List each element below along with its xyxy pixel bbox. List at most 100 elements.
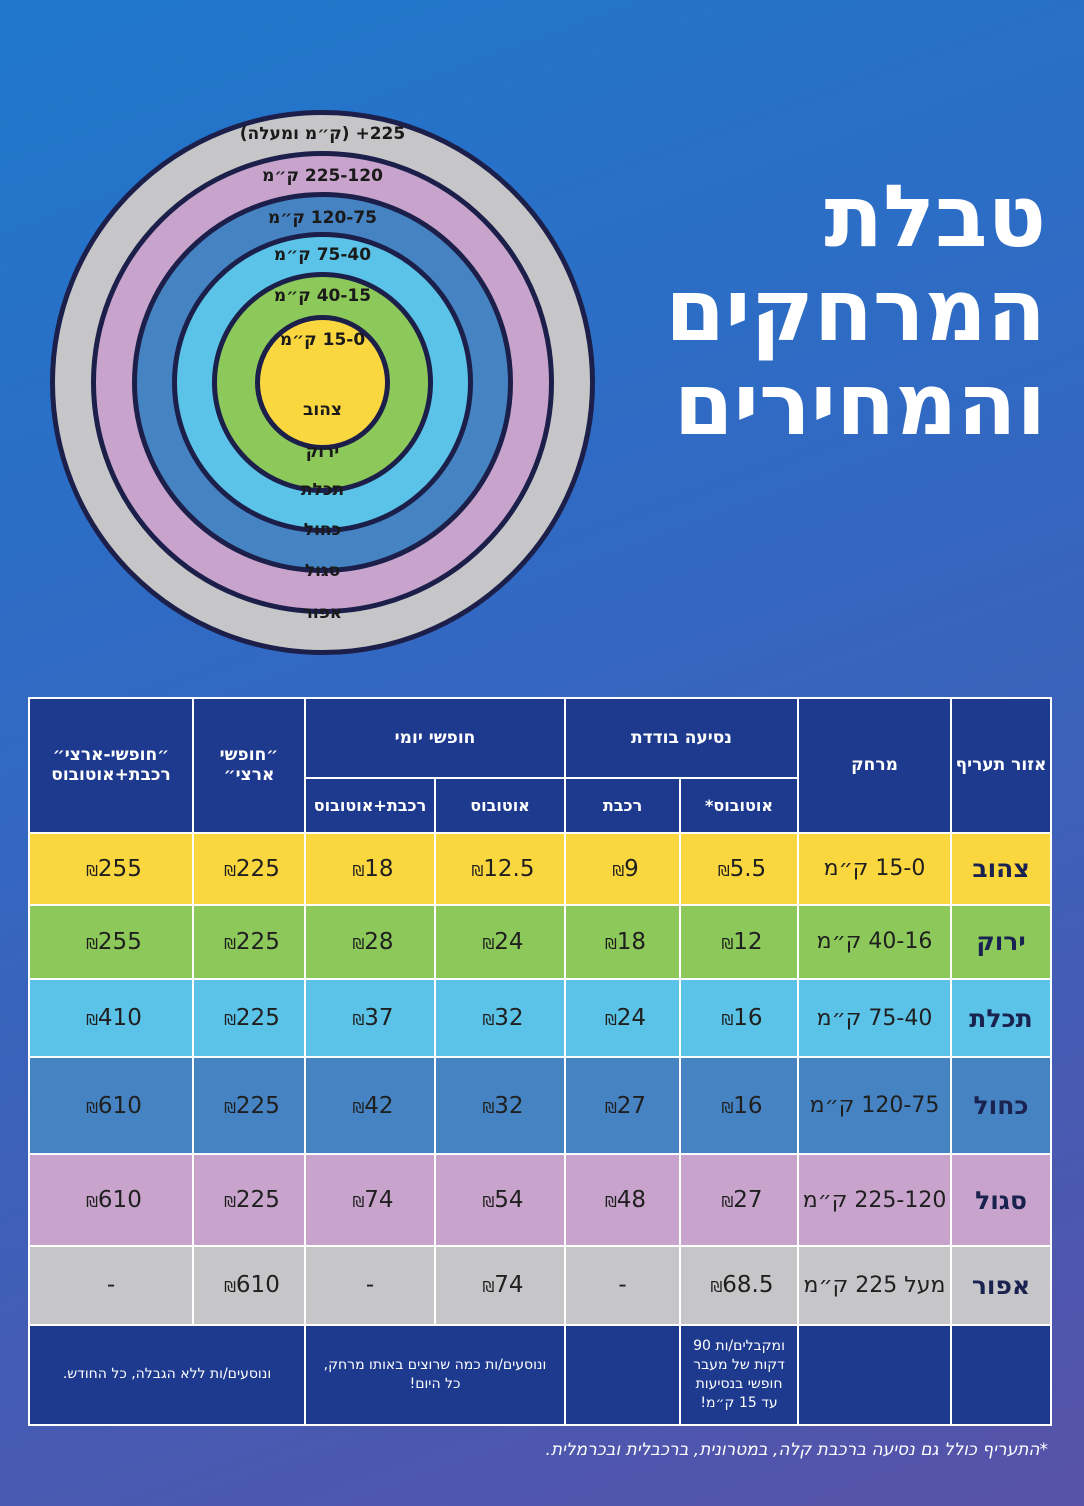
price-value: 225 xyxy=(235,1005,280,1032)
distance-cell: 225-120 ק״מ xyxy=(797,1152,953,1248)
shekel-icon: ₪ xyxy=(352,1193,365,1212)
page-title: טבלת המרחקים והמחירים xyxy=(626,170,1046,452)
header-single-train: רכבת xyxy=(564,777,682,834)
price-cell: - xyxy=(303,1245,437,1326)
note-daily: ונוסעים/ות כמה שרוצים באותו מרחק, כל היו… xyxy=(303,1323,567,1427)
price-cell: ₪9 xyxy=(564,831,682,906)
ring-range-label: 225-120 ק״מ xyxy=(262,166,383,186)
price-cell: ₪225 xyxy=(192,831,306,906)
price-value: 610 xyxy=(97,1092,142,1119)
price-value: 16 xyxy=(733,1005,763,1032)
shekel-icon: ₪ xyxy=(604,934,617,953)
price-value: 5.5 xyxy=(729,855,767,882)
table-row: ירוק 40-16 ק״מ ₪12 ₪18 ₪24 ₪28 ₪225 ₪255 xyxy=(28,903,1053,981)
footnote: *התעריף כולל גם נסיעה ברכבת קלה, במטרוני… xyxy=(545,1440,1048,1460)
price-value: - xyxy=(365,1272,375,1299)
shekel-icon: ₪ xyxy=(224,1098,236,1117)
ring-range-label: 15-0 ק״מ xyxy=(279,330,366,350)
header-monthly: ״חופשי ארצי״ xyxy=(192,697,306,834)
price-cell: ₪18 xyxy=(303,831,437,906)
price-cell: ₪225 xyxy=(192,1152,306,1248)
price-value: 32 xyxy=(494,1092,524,1119)
ring-range-label: 225+ (ק״מ ומעלה) xyxy=(239,124,406,144)
price-cell: ₪225 xyxy=(192,903,306,981)
price-cell: ₪74 xyxy=(303,1152,437,1248)
shekel-icon: ₪ xyxy=(352,1011,365,1030)
table-row: כחול 120-75 ק״מ ₪ 16 ₪27 ₪32 ₪ 42 ₪225 ₪610 xyxy=(28,1056,1053,1155)
ring-zone-name: כחול xyxy=(303,520,342,540)
price-value: 255 xyxy=(97,928,142,955)
price-value: - xyxy=(618,1272,627,1299)
table-row: סגול 225-120 ק״מ ₪27 ₪48 ₪54 ₪74 ₪225 ₪610 xyxy=(28,1152,1053,1248)
price-cell: ₪16 xyxy=(679,978,800,1059)
table-row: צהוב 15-0 ק״מ ₪5.5 ₪9 ₪12.5 ₪18 ₪225 ₪255 xyxy=(28,831,1053,906)
title-line-3: והמחירים xyxy=(673,355,1046,455)
distance-cell: 120-75 ק״מ xyxy=(797,1056,953,1155)
ring-zone-name: תכלת xyxy=(300,480,345,500)
zone-name-cell: סגול xyxy=(950,1152,1053,1248)
header-distance: מרחק xyxy=(797,697,953,834)
price-cell: ₪32 xyxy=(434,978,567,1059)
price-cell: ₪255 xyxy=(28,903,194,981)
header-daily-bus: אוטובוס xyxy=(434,777,567,834)
shekel-icon: ₪ xyxy=(224,1278,236,1297)
shekel-icon: ₪ xyxy=(721,1011,734,1030)
header-daily: חופשי יומי xyxy=(303,696,567,780)
shekel-icon: ₪ xyxy=(482,934,495,953)
price-cell: ₪28 xyxy=(303,903,437,981)
shekel-icon: ₪ xyxy=(604,1098,617,1117)
note-empty-train xyxy=(564,1323,682,1427)
shekel-icon: ₪ xyxy=(86,1193,98,1212)
note-single-bus: ומקבלים/ות 90 דקות של מעבר חופשי בנסיעות… xyxy=(679,1323,800,1427)
shekel-icon: ₪ xyxy=(352,934,365,953)
price-value: 12.5 xyxy=(483,855,535,882)
price-value: 9 xyxy=(624,855,639,882)
price-cell: ₪27 xyxy=(679,1152,800,1248)
distance-cell: 15-0 ק״מ xyxy=(797,831,953,906)
price-cell: ₪610 xyxy=(28,1056,194,1155)
shekel-icon: ₪ xyxy=(352,861,365,880)
zones-rings-diagram: 225+ (ק״מ ומעלה) אפור 225-120 ק״מ סגול 120-7… xyxy=(50,110,595,655)
price-value: 37 xyxy=(364,1005,394,1032)
shekel-icon: ₪ xyxy=(612,861,625,880)
shekel-icon: ₪ xyxy=(224,934,236,953)
price-value: 32 xyxy=(494,1005,524,1032)
price-cell: ₪32 xyxy=(434,1056,567,1155)
distance-cell: 40-16 ק״מ xyxy=(797,903,953,981)
price-value: 42 xyxy=(364,1092,394,1119)
shekel-icon: ₪ xyxy=(717,861,730,880)
zone-name-cell: כחול xyxy=(950,1056,1053,1155)
shekel-icon: ₪ xyxy=(86,1011,98,1030)
price-value: 225 xyxy=(235,855,280,882)
note-empty-distance xyxy=(797,1323,953,1427)
header-single-ride: נסיעה בודדת xyxy=(564,696,800,780)
price-value: 12 xyxy=(733,928,763,955)
shekel-icon: ₪ xyxy=(710,1278,723,1297)
price-value: 27 xyxy=(616,1092,647,1119)
price-value: 24 xyxy=(494,928,524,955)
price-cell: ₪255 xyxy=(28,831,194,906)
price-cell: ₪24 xyxy=(434,903,567,981)
shekel-icon: ₪ xyxy=(604,1193,617,1212)
price-cell: ₪610 xyxy=(28,1152,194,1248)
note-monthly: ונוסעים/ות ללא הגבלה, כל החודש. xyxy=(28,1323,306,1427)
shekel-icon: ₪ xyxy=(471,861,484,880)
price-cell: ₪24 xyxy=(564,978,682,1059)
ring-range-label: 75-40 ק״מ xyxy=(273,245,372,265)
ring-zone-name: אפור xyxy=(302,603,343,623)
price-cell: ₪12 xyxy=(679,903,800,981)
price-cell: ₪12.5 xyxy=(434,831,567,906)
price-cell: - xyxy=(564,1245,682,1326)
distance-cell: 75-40 ק״מ xyxy=(797,978,953,1059)
price-cell: ₪225 xyxy=(192,1056,306,1155)
price-cell: ₪610 xyxy=(192,1245,306,1326)
shekel-icon: ₪ xyxy=(86,934,98,953)
price-value: 610 xyxy=(235,1272,280,1299)
ring-zone-name: סגול xyxy=(304,561,341,581)
price-cell: ₪27 xyxy=(564,1056,682,1155)
price-cell: ₪54 xyxy=(434,1152,567,1248)
price-value: 610 xyxy=(97,1187,142,1214)
ring-range-label: 40-15 ק״מ xyxy=(273,286,372,306)
price-value: 16 xyxy=(733,1092,763,1119)
price-cell: ₪74 xyxy=(434,1245,567,1326)
